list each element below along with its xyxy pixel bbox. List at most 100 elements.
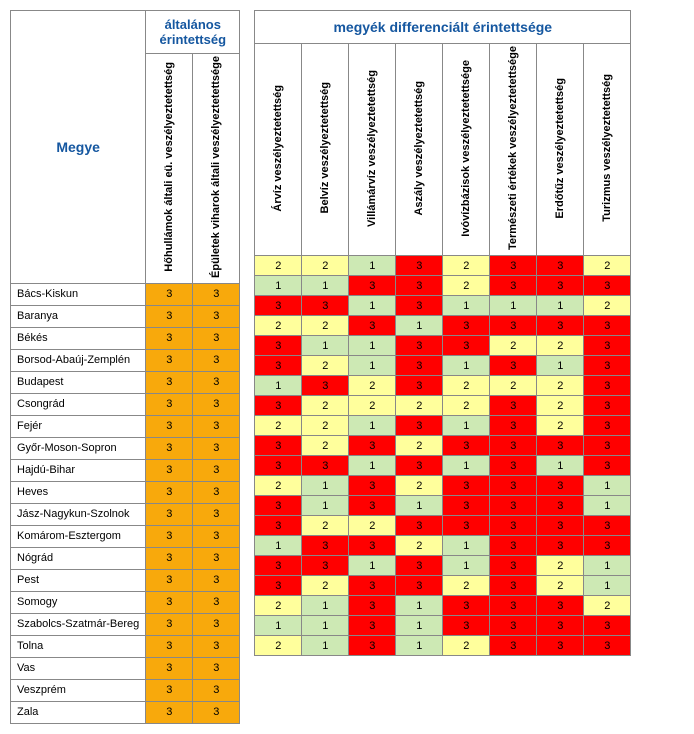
table-row: Jász-Nagykun-Szolnok33: [11, 503, 240, 525]
right-cell: 2: [537, 376, 584, 396]
right-cell: 1: [584, 496, 631, 516]
right-cell: 3: [255, 496, 302, 516]
right-cell: 3: [396, 416, 443, 436]
left-table: Megye általános érintettség Hőhullámok á…: [10, 10, 240, 724]
right-cell: 2: [490, 336, 537, 356]
row-name: Győr-Moson-Sopron: [11, 437, 146, 459]
right-cell: 2: [302, 316, 349, 336]
right-cell: 3: [490, 436, 537, 456]
table-row: 21312333: [255, 636, 631, 656]
left-cell: 3: [146, 415, 193, 437]
table-row: Somogy33: [11, 591, 240, 613]
right-cell: 3: [443, 516, 490, 536]
right-col-label: Aszály veszélyeztetettség: [413, 81, 425, 216]
right-cell: 3: [349, 276, 396, 296]
table-row: Nógrád33: [11, 547, 240, 569]
right-cell: 3: [490, 496, 537, 516]
table-row: 13321333: [255, 536, 631, 556]
right-cell: 3: [537, 616, 584, 636]
right-cell: 3: [490, 636, 537, 656]
right-cell: 2: [443, 376, 490, 396]
right-cell: 2: [255, 476, 302, 496]
right-cell: 1: [349, 456, 396, 476]
right-cell: 2: [302, 436, 349, 456]
table-row: 32222323: [255, 396, 631, 416]
right-cell: 1: [396, 316, 443, 336]
right-cell: 3: [490, 536, 537, 556]
right-cell: 1: [302, 636, 349, 656]
row-name: Pest: [11, 569, 146, 591]
right-cell: 2: [490, 376, 537, 396]
row-name: Békés: [11, 327, 146, 349]
left-cell: 3: [193, 503, 240, 525]
right-cell: 2: [255, 636, 302, 656]
left-cell: 3: [146, 569, 193, 591]
right-cell: 1: [584, 576, 631, 596]
left-cell: 3: [193, 591, 240, 613]
table-row: Heves33: [11, 481, 240, 503]
right-cell: 3: [443, 476, 490, 496]
left-cell: 3: [146, 701, 193, 723]
left-cell: 3: [146, 459, 193, 481]
right-cell: 3: [584, 616, 631, 636]
left-cell: 3: [146, 503, 193, 525]
right-cell: 1: [302, 276, 349, 296]
right-cell: 2: [255, 416, 302, 436]
left-cell: 3: [146, 283, 193, 305]
right-cell: 3: [443, 436, 490, 456]
row-name: Somogy: [11, 591, 146, 613]
table-row: Komárom-Esztergom33: [11, 525, 240, 547]
table-row: 13232223: [255, 376, 631, 396]
right-cell: 3: [584, 636, 631, 656]
right-cell: 2: [443, 396, 490, 416]
left-col-header: Hőhullámok általi eü. veszélyeztetettség: [146, 54, 193, 284]
right-cell: 3: [255, 356, 302, 376]
right-cell: 2: [443, 276, 490, 296]
left-cell: 3: [193, 657, 240, 679]
right-cell: 3: [255, 296, 302, 316]
right-col-label: Turizmus veszélyeztetettség: [601, 74, 613, 222]
right-cell: 1: [349, 256, 396, 276]
right-cell: 2: [302, 576, 349, 596]
right-cell: 3: [302, 556, 349, 576]
left-cell: 3: [146, 349, 193, 371]
table-row: 33131112: [255, 296, 631, 316]
left-cell: 3: [146, 547, 193, 569]
right-cell: 3: [349, 616, 396, 636]
right-cell: 3: [396, 276, 443, 296]
right-cell: 1: [443, 556, 490, 576]
left-cell: 3: [146, 305, 193, 327]
table-row: Budapest33: [11, 371, 240, 393]
right-cell: 1: [443, 296, 490, 316]
right-cell: 3: [396, 556, 443, 576]
left-cell: 3: [193, 327, 240, 349]
right-cell: 3: [255, 576, 302, 596]
left-cell: 3: [146, 679, 193, 701]
left-cell: 3: [146, 327, 193, 349]
right-cell: 3: [396, 256, 443, 276]
right-cell: 3: [302, 536, 349, 556]
right-cell: 1: [537, 456, 584, 476]
left-cell: 3: [146, 393, 193, 415]
right-cell: 3: [302, 376, 349, 396]
row-name: Zala: [11, 701, 146, 723]
right-cell: 1: [255, 616, 302, 636]
right-cell: 2: [537, 576, 584, 596]
right-col-header: Turizmus veszélyeztetettség: [584, 44, 631, 256]
right-cell: 1: [396, 496, 443, 516]
left-cell: 3: [146, 591, 193, 613]
right-cell: 1: [302, 476, 349, 496]
row-name: Bács-Kiskun: [11, 283, 146, 305]
right-cell: 3: [255, 336, 302, 356]
right-cell: 2: [302, 256, 349, 276]
right-cell: 2: [537, 416, 584, 436]
left-cell: 3: [146, 635, 193, 657]
right-cell: 3: [490, 256, 537, 276]
right-cell: 3: [255, 516, 302, 536]
left-cell: 3: [193, 635, 240, 657]
right-cell: 1: [349, 296, 396, 316]
right-cell: 3: [490, 456, 537, 476]
right-cell: 3: [490, 276, 537, 296]
table-row: 21323331: [255, 476, 631, 496]
right-cell: 3: [537, 316, 584, 336]
